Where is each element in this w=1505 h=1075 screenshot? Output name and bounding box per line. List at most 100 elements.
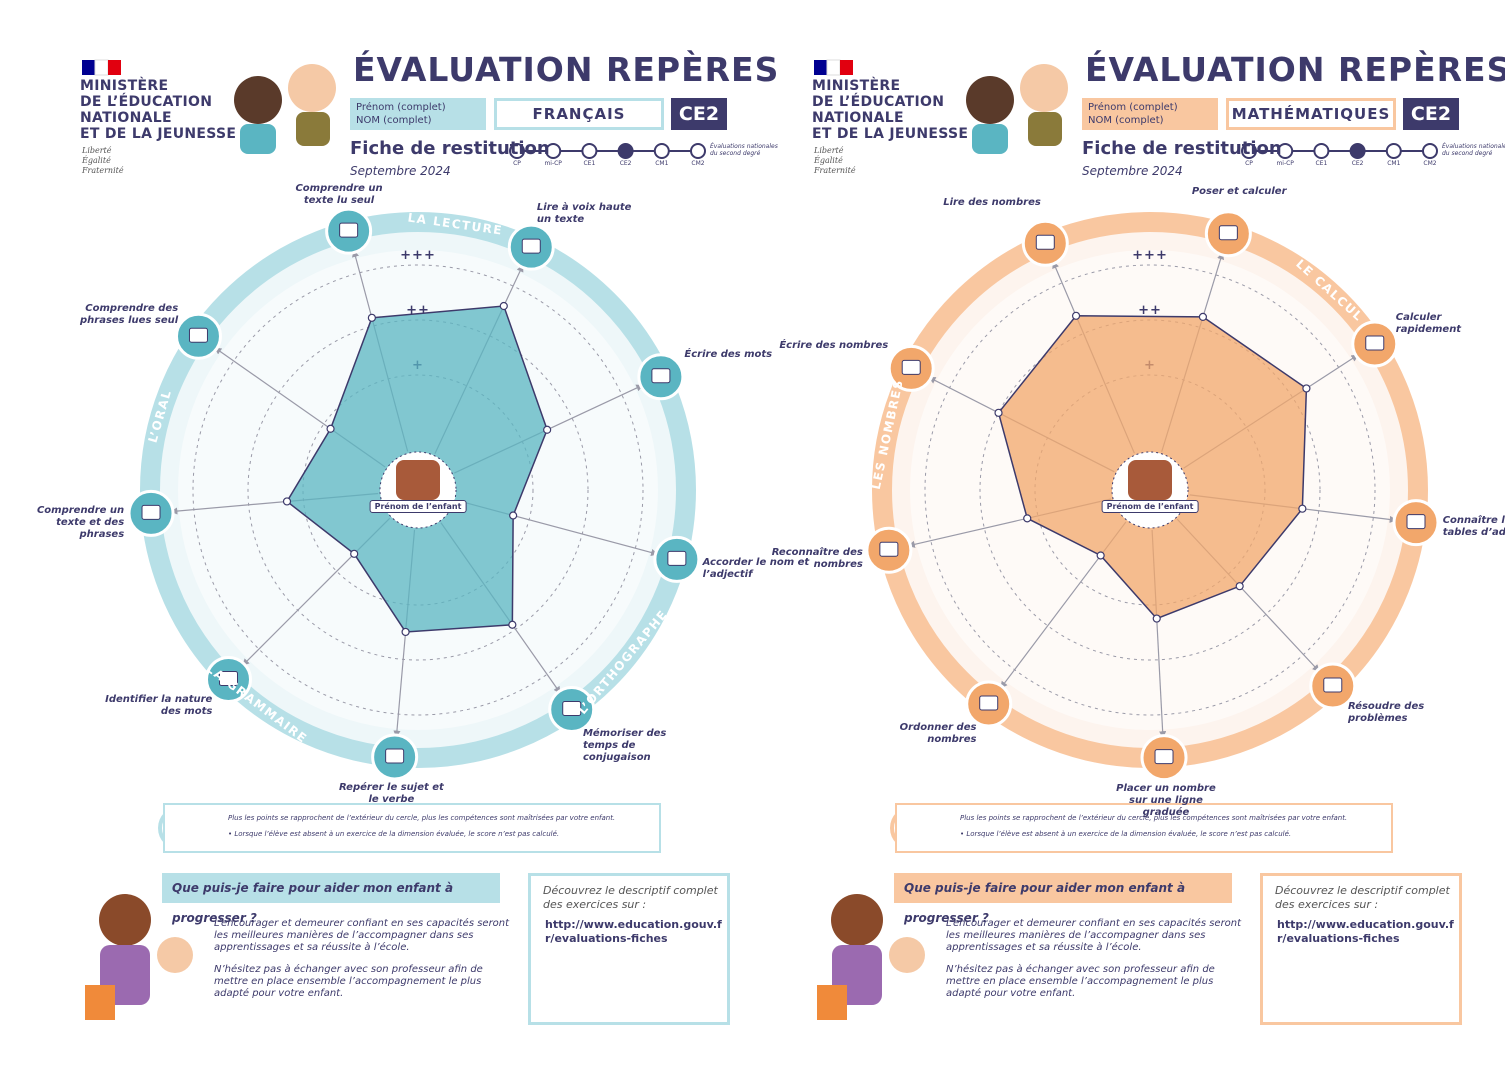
info-box	[163, 803, 661, 853]
axis-label: Comprendre des phrases lues seul	[79, 303, 179, 327]
flag-blue	[82, 60, 95, 75]
axis-label: Lire des nombres	[943, 197, 1041, 209]
subject: FRANÇAIS	[494, 98, 664, 130]
question: Que puis-je faire pour aider mon enfant …	[162, 873, 500, 925]
steps-note: Évaluations nationales du second degré	[1442, 143, 1505, 157]
skill-icon-glyph	[385, 748, 405, 764]
panel: MINISTÈRE DE L’ÉDUCATION NATIONALE ET DE LA…	[732, 0, 1505, 1075]
illustration	[288, 64, 336, 112]
axis-label: Calculer rapidement	[1395, 311, 1462, 335]
link-intro: Découvrez le descriptif complet des exer…	[543, 884, 718, 911]
schoolbag	[1128, 460, 1172, 500]
radar-point	[543, 425, 552, 434]
step-label: CE2	[619, 160, 632, 167]
radar-point	[994, 408, 1003, 417]
illustration	[972, 124, 1008, 154]
schoolbag	[396, 460, 440, 500]
sheet-title: Fiche de restitution	[1082, 138, 1282, 159]
y-tick-label: +++	[400, 248, 436, 263]
skill-icon-glyph	[218, 671, 238, 687]
radar-point	[1023, 514, 1032, 523]
info-text: Plus les points se rapprochent de l’exté…	[960, 814, 1348, 822]
flag-red	[108, 60, 121, 75]
info-text: Plus les points se rapprochent de l’exté…	[228, 814, 616, 822]
timeline-step	[690, 143, 706, 159]
motto-line: Fraternité	[814, 166, 856, 175]
illustration	[85, 985, 115, 1020]
radar-point	[499, 301, 508, 311]
title: ÉVALUATION REPÈRES	[1085, 50, 1505, 89]
step-label: mi-CP	[1276, 160, 1294, 167]
axis-label: Lire à voix haute un texte	[536, 201, 632, 225]
info-box	[895, 803, 1393, 853]
advice: N’hésitez pas à échanger avec son profes…	[946, 964, 1215, 999]
advice: N’hésitez pas à échanger avec son profes…	[214, 964, 483, 999]
axis-label: Accorder le nom et l’adjectif	[702, 556, 810, 580]
flag-blue	[814, 60, 827, 75]
radar-point	[1096, 551, 1105, 560]
ministry-line: NATIONALE	[812, 110, 904, 126]
step-label: CE2	[1351, 160, 1364, 167]
axis-label: Ordonner des nombres	[899, 721, 977, 745]
illustration	[817, 985, 847, 1020]
step-label: CM1	[655, 160, 669, 167]
skill-icon-glyph	[188, 327, 208, 343]
motto-line: Liberté	[82, 146, 112, 155]
skill-icon-glyph	[1154, 749, 1174, 765]
radar-point	[1235, 582, 1244, 591]
name-box: Prénom (complet) NOM (complet)	[350, 98, 486, 130]
step-label: mi-CP	[544, 160, 562, 167]
axis-label: Reconnaître des nombres	[771, 546, 863, 570]
info-text: • Lorsque l’élève est absent à un exerci…	[960, 830, 1292, 838]
radar-point	[350, 549, 359, 558]
radar-point	[326, 424, 335, 433]
flag-red	[840, 60, 853, 75]
step-label: CE1	[583, 160, 596, 167]
sheet-title: Fiche de restitution	[350, 138, 550, 159]
axis-label: Identifier la nature des mots	[105, 693, 213, 717]
axis-label: Comprendre un texte et des phrases	[36, 504, 125, 540]
advice: L’encourager et demeurer confiant en ses…	[946, 918, 1242, 953]
center-label: Prénom de l’enfant	[1101, 500, 1199, 513]
timeline-step	[509, 143, 525, 159]
link-url: http://www.education.gouv.fr/evaluations…	[1277, 918, 1454, 945]
skill-icon-glyph	[1406, 514, 1426, 530]
skill-icon-glyph	[879, 541, 899, 557]
grid-ring	[924, 264, 1376, 716]
axis-label: Mémoriser des temps de conjugaison	[582, 727, 667, 763]
y-tick-label: +++	[1132, 248, 1168, 263]
first-name: Prénom (complet)	[1088, 102, 1178, 113]
advice: L’encourager et demeurer confiant en ses…	[214, 918, 510, 953]
question: Que puis-je faire pour aider mon enfant …	[894, 873, 1232, 925]
timeline-step	[1422, 143, 1438, 159]
skill-icon-glyph	[901, 359, 921, 375]
ministry-line: MINISTÈRE	[812, 78, 901, 94]
subject: MATHÉMATIQUES	[1226, 98, 1396, 130]
axis-label: Poser et calculer	[1191, 186, 1287, 198]
date: Septembre 2024	[1082, 164, 1183, 178]
illustration	[1028, 112, 1062, 146]
radar-point	[1302, 384, 1311, 393]
radar-point	[1152, 614, 1161, 623]
motto-line: Égalité	[814, 156, 843, 165]
radar-point	[282, 497, 292, 506]
timeline-step	[581, 143, 598, 159]
ministry-line: NATIONALE	[80, 110, 172, 126]
link-intro: Découvrez le descriptif complet des exer…	[1275, 884, 1450, 911]
axis-label: Écrire des mots	[684, 349, 773, 361]
ministry-line: DE L’ÉDUCATION	[80, 94, 213, 110]
timeline-step	[1241, 143, 1257, 159]
skill-icon-glyph	[521, 238, 541, 254]
illustration	[831, 894, 883, 946]
axis-label: Connaître les tables d’addition	[1442, 515, 1505, 539]
skill-icon-glyph	[651, 368, 671, 384]
illustration	[1020, 64, 1068, 112]
skill-icon-glyph	[562, 701, 582, 717]
step-label: CP	[513, 160, 521, 167]
last-name: NOM (complet)	[356, 115, 432, 126]
